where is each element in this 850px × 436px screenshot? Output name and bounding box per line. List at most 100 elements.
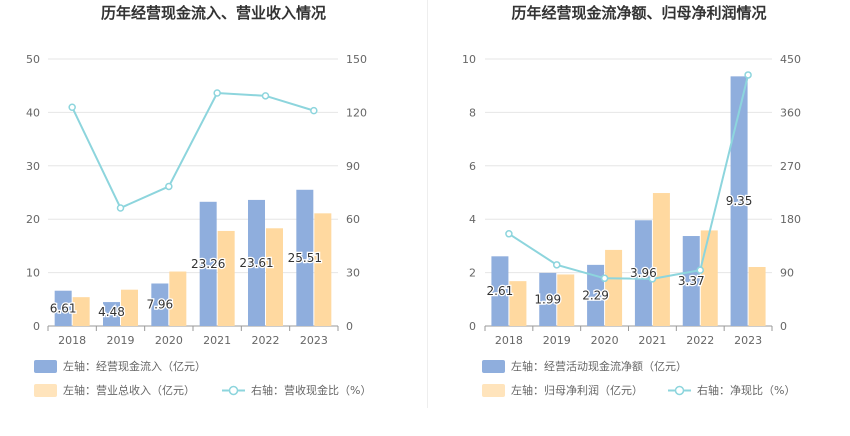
- bar-primary: [248, 199, 265, 326]
- legend-swatch: [482, 359, 505, 373]
- left-axis-tick-label: 30: [26, 160, 40, 173]
- legend-item-net-cash-ratio[interactable]: 右轴：净现比（%）: [668, 382, 795, 398]
- left-axis-tick-label: 50: [26, 53, 40, 66]
- legend-item-net-profit[interactable]: 左轴：归母净利润（亿元）: [482, 382, 643, 398]
- x-axis-tick-label: 2018: [58, 334, 86, 347]
- right-axis-tick-label: 450: [780, 53, 801, 66]
- left-axis-tick-label: 6: [469, 160, 476, 173]
- legend-label: 左轴：经营现金流入（亿元）: [63, 360, 206, 373]
- legend-label: 右轴：营收现金比（%）: [251, 384, 372, 397]
- x-axis-tick-label: 2023: [300, 334, 328, 347]
- bar-primary: [730, 76, 748, 326]
- ratio-line-point: [553, 261, 561, 269]
- right-axis-tick-label: 360: [780, 106, 801, 119]
- left-axis-tick-label: 20: [26, 213, 40, 226]
- legend-item-net-cash-flow[interactable]: 左轴：经营活动现金流净额（亿元）: [482, 358, 687, 374]
- bar-data-label: 25.51: [288, 251, 322, 265]
- bar-primary: [634, 220, 652, 326]
- legend-right: 左轴：经营活动现金流净额（亿元） 左轴：归母净利润（亿元） 右轴：净现比（%）: [428, 355, 850, 400]
- left-axis-tick-label: 4: [469, 213, 476, 226]
- ratio-line: [71, 91, 315, 210]
- ratio-line-point: [744, 71, 752, 79]
- bar-primary: [296, 189, 314, 326]
- legend-line-icon: [222, 385, 245, 395]
- legend-label: 左轴：经营活动现金流净额（亿元）: [511, 360, 687, 373]
- chart-title-left: 历年经营现金流入、营业收入情况: [100, 4, 326, 22]
- ratio-line: [508, 74, 750, 280]
- legend-swatch: [34, 359, 57, 373]
- bar-primary: [103, 302, 120, 326]
- legend-label: 右轴：净现比（%）: [697, 384, 796, 397]
- left-axis-tick-label: 8: [469, 106, 476, 119]
- left-axis-tick-label: 10: [26, 267, 40, 280]
- right-axis-tick-label: 180: [780, 213, 801, 226]
- right-axis-tick-label: 0: [346, 320, 353, 333]
- right-axis-tick-label: 30: [346, 267, 360, 280]
- bar-data-label: 1.99: [534, 292, 561, 306]
- ratio-line-point: [165, 182, 173, 191]
- bar-data-label: 7.96: [146, 298, 173, 312]
- x-axis-tick-label: 2018: [495, 334, 523, 347]
- chart-title-right: 历年经营现金流净额、归母净利润情况: [511, 4, 767, 22]
- bar-data-label: 9.35: [726, 194, 753, 208]
- bar-data-label: 2.61: [487, 284, 514, 298]
- bar-secondary: [509, 281, 527, 326]
- bar-secondary: [652, 193, 670, 326]
- bar-data-label: 2.29: [582, 288, 609, 302]
- x-axis-tick-label: 2019: [543, 334, 571, 347]
- bar-primary: [199, 201, 217, 326]
- legend-item-cash-ratio[interactable]: 右轴：营收现金比（%）: [222, 382, 371, 398]
- bar-primary: [539, 272, 557, 326]
- bar-data-label: 3.37: [678, 274, 705, 288]
- ratio-line-point: [505, 230, 513, 238]
- x-axis-tick-label: 2019: [107, 334, 135, 347]
- right-combo-chart: 0 0 2 90 4 180 6 270 8 360 10 450 2018 2019 2020 2021 20…: [462, 53, 801, 347]
- bar-primary: [682, 236, 700, 326]
- ratio-line-point: [116, 204, 125, 212]
- ratio-line-point: [261, 92, 270, 100]
- bar-secondary: [217, 230, 235, 326]
- bar-data-label: 6.61: [50, 301, 77, 315]
- bar-secondary: [72, 297, 90, 326]
- panel-divider: [427, 0, 428, 408]
- left-axis-tick-label: 10: [462, 53, 476, 66]
- bar-secondary: [266, 228, 283, 326]
- right-axis-tick-label: 90: [780, 267, 794, 280]
- left-axis-tick-label: 40: [26, 106, 40, 119]
- bar-primary: [151, 283, 169, 326]
- ratio-line-point: [600, 274, 609, 283]
- right-axis-tick-label: 0: [780, 320, 787, 333]
- x-axis-tick-label: 2022: [252, 334, 280, 347]
- bar-secondary: [557, 274, 575, 326]
- x-axis-tick-label: 2020: [155, 334, 183, 347]
- x-axis-tick-label: 2021: [203, 334, 231, 347]
- ratio-line-point: [648, 275, 657, 283]
- right-axis-tick-label: 270: [780, 160, 801, 173]
- left-axis-tick-label: 0: [469, 320, 476, 333]
- bar-secondary: [121, 289, 138, 326]
- bar-data-label: 3.96: [630, 266, 657, 280]
- bar-primary: [587, 264, 605, 326]
- legend-swatch: [482, 383, 505, 397]
- x-axis-tick-label: 2021: [638, 334, 666, 347]
- legend-item-cash-inflow[interactable]: 左轴：经营现金流入（亿元）: [34, 358, 206, 374]
- bar-secondary: [605, 249, 623, 326]
- legend-item-total-revenue[interactable]: 左轴：营业总收入（亿元）: [34, 382, 195, 398]
- legend-label: 左轴：营业总收入（亿元）: [63, 384, 195, 397]
- x-axis-tick-label: 2023: [734, 334, 762, 347]
- bar-primary: [491, 256, 509, 326]
- legend-swatch: [34, 383, 57, 397]
- ratio-line-point: [68, 103, 76, 111]
- bar-primary: [54, 290, 72, 326]
- x-axis-tick-label: 2020: [591, 334, 619, 347]
- legend-label: 左轴：归母净利润（亿元）: [511, 384, 643, 397]
- bar-data-label: 23.26: [191, 257, 225, 271]
- right-axis-tick-label: 60: [346, 213, 360, 226]
- ratio-line-point: [696, 266, 704, 274]
- left-axis-tick-label: 0: [33, 320, 40, 333]
- bar-data-label: 4.48: [98, 305, 125, 319]
- bar-data-label: 23.61: [239, 256, 273, 270]
- bar-secondary: [314, 213, 332, 326]
- right-axis-tick-label: 150: [346, 53, 367, 66]
- bar-secondary: [169, 271, 187, 326]
